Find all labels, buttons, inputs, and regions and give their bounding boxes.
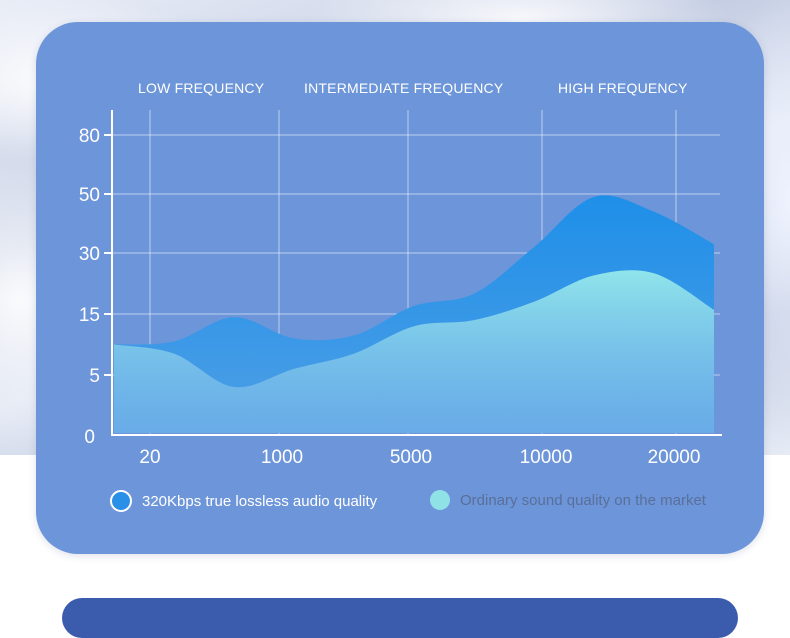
x-tick-label: 1000 <box>261 447 303 468</box>
band-label-high: HIGH FREQUENCY <box>558 80 688 96</box>
legend-item-ordinary: Ordinary sound quality on the market <box>430 490 706 510</box>
legend-label-ordinary: Ordinary sound quality on the market <box>460 491 706 509</box>
x-tick-label: 20 <box>139 447 160 468</box>
frequency-response-chart: 80 50 30 15 5 0 20 1000 5000 10000 20000 <box>79 110 722 468</box>
y-axis-ticks: 80 50 30 15 5 0 <box>79 126 112 448</box>
y-tick-label: 15 <box>79 305 100 326</box>
y-tick-label: 50 <box>79 185 100 206</box>
x-axis-ticks: 20 1000 5000 10000 20000 <box>139 447 700 468</box>
band-label-intermediate: INTERMEDIATE FREQUENCY <box>304 80 504 96</box>
x-tick-label: 10000 <box>520 447 573 468</box>
y-tick-label: 80 <box>79 126 100 147</box>
legend-swatch-lossless <box>110 490 132 512</box>
y-tick-label: 30 <box>79 244 100 265</box>
x-tick-label: 20000 <box>648 447 701 468</box>
legend-swatch-ordinary <box>430 490 450 510</box>
band-label-low: LOW FREQUENCY <box>138 80 265 96</box>
next-card-edge <box>62 598 738 638</box>
y-tick-label: 0 <box>84 427 95 448</box>
series-area-ordinary <box>114 270 714 433</box>
legend-item-lossless: 320Kbps true lossless audio quality <box>110 490 377 512</box>
legend-label-lossless: 320Kbps true lossless audio quality <box>142 492 378 510</box>
x-tick-label: 5000 <box>390 447 432 468</box>
y-tick-label: 5 <box>89 366 100 387</box>
